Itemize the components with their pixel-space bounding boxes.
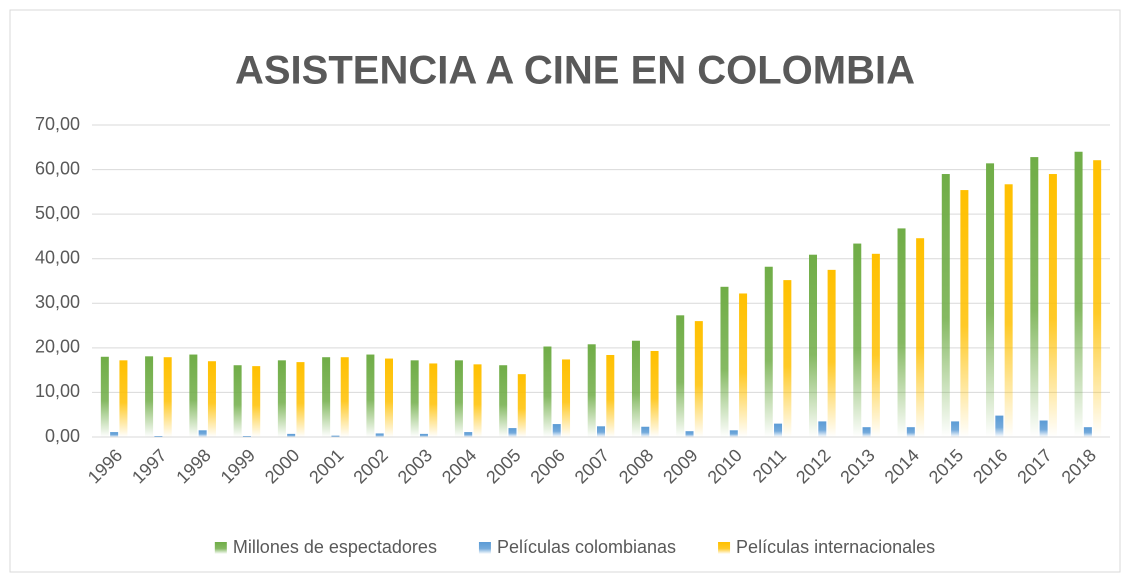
bar [562, 359, 571, 437]
bar [960, 190, 969, 437]
bar [543, 346, 552, 437]
bar [853, 243, 862, 437]
bar [774, 423, 783, 437]
chart-title: ASISTENCIA A CINE EN COLOMBIA [235, 49, 915, 93]
bar [818, 421, 827, 437]
bar [552, 424, 561, 437]
bar [410, 360, 419, 437]
bar [739, 293, 748, 437]
bar [587, 344, 596, 437]
bar [809, 254, 818, 437]
bar [676, 315, 685, 437]
y-tick-label: 10,00 [35, 381, 80, 401]
bar [419, 433, 428, 437]
bar [1048, 174, 1057, 437]
bar [729, 430, 738, 437]
y-tick-label: 20,00 [35, 337, 80, 357]
bar [827, 269, 836, 437]
bar [694, 321, 703, 437]
bar [207, 361, 216, 437]
y-tick-label: 0,00 [45, 426, 80, 446]
legend-item: Películas internacionales [718, 537, 935, 557]
bar [1004, 184, 1013, 437]
bar [287, 433, 296, 437]
y-tick-label: 40,00 [35, 247, 80, 267]
bar [252, 366, 261, 437]
bar [720, 286, 729, 437]
bar [906, 427, 915, 437]
bar [242, 436, 251, 437]
bar [110, 432, 119, 437]
legend-item: Millones de espectadores [214, 537, 437, 557]
bar [198, 430, 207, 437]
bar [473, 364, 482, 437]
bar [1093, 160, 1102, 437]
bar [986, 163, 995, 437]
bar [163, 357, 172, 437]
bar [119, 360, 128, 437]
legend-swatch [214, 542, 227, 554]
bar [1039, 420, 1048, 437]
bar [650, 350, 659, 437]
bar [606, 354, 615, 437]
bar [631, 340, 640, 437]
legend-swatch [718, 542, 731, 554]
legend-label: Películas internacionales [736, 537, 935, 557]
bar [1074, 151, 1083, 437]
bar [375, 433, 384, 437]
legend-item: Películas colombianas [478, 537, 676, 557]
bar [941, 174, 950, 437]
bar [783, 280, 792, 437]
y-tick-label: 30,00 [35, 292, 80, 312]
bar [384, 358, 393, 437]
bar [429, 363, 438, 437]
bar [764, 266, 773, 437]
bar [871, 253, 880, 437]
bar [100, 356, 109, 437]
legend-swatch [478, 542, 491, 554]
bar [597, 426, 605, 437]
bar [154, 436, 163, 437]
bar [464, 432, 473, 437]
bar [296, 362, 305, 437]
bar [366, 354, 375, 437]
bar [508, 428, 517, 437]
bar [322, 357, 331, 437]
bar [499, 365, 508, 437]
bar [685, 431, 694, 437]
y-tick-label: 60,00 [35, 158, 80, 178]
bar [916, 238, 925, 437]
legend-label: Películas colombianas [497, 537, 676, 557]
bar [641, 426, 650, 437]
chart-border [9, 9, 1121, 573]
legend-label: Millones de espectadores [233, 537, 437, 557]
y-tick-label: 70,00 [35, 114, 80, 134]
bar [331, 435, 340, 437]
y-tick-label: 50,00 [35, 203, 80, 223]
bar [862, 427, 871, 437]
bar [454, 360, 463, 437]
bar [1030, 157, 1039, 437]
bar [995, 415, 1004, 437]
bar [340, 357, 349, 437]
bar [517, 374, 526, 437]
bar [897, 228, 906, 437]
bar [233, 365, 242, 437]
bar [1083, 427, 1092, 437]
bar [951, 421, 960, 437]
bar [277, 360, 286, 437]
bar [189, 354, 198, 437]
bar [145, 356, 154, 437]
